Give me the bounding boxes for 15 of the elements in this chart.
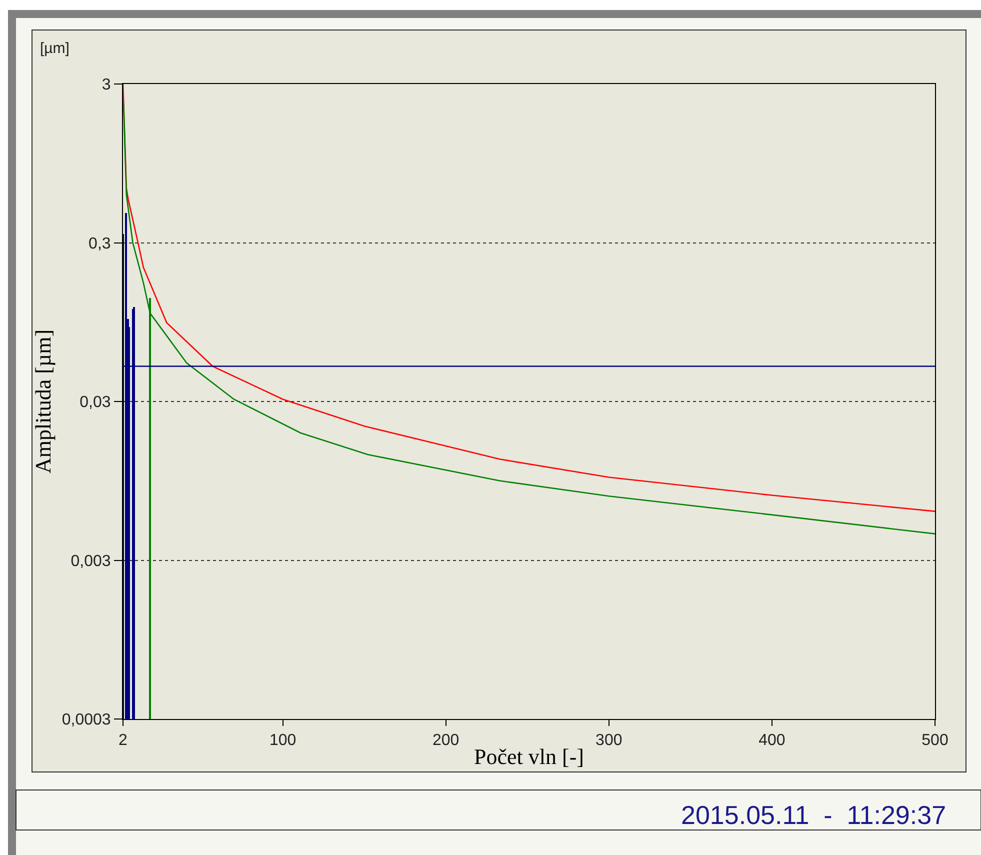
x-tick-label: 200 [432,732,460,750]
x-tick-label: 400 [758,732,786,750]
x-tick-label: 300 [596,732,622,750]
text: [µm] [40,40,70,57]
x-tick-label: 2 [118,732,128,750]
x-axis-title: Počet vln [-] [474,744,584,770]
y-axis-title: Amplituda [µm] [30,329,56,474]
y-tick-label: 0,03 [80,394,111,412]
x-tick-label: 500 [922,732,948,750]
x-tick-label: 100 [269,732,296,750]
text: 2015.05.11 - 11:29:37 [681,800,946,830]
y-tick-label: 0,3 [88,235,111,252]
y-tick-label: 0,003 [70,552,111,570]
y-tick-label: 0,0003 [62,712,111,729]
y-tick-label: 3 [102,76,111,94]
